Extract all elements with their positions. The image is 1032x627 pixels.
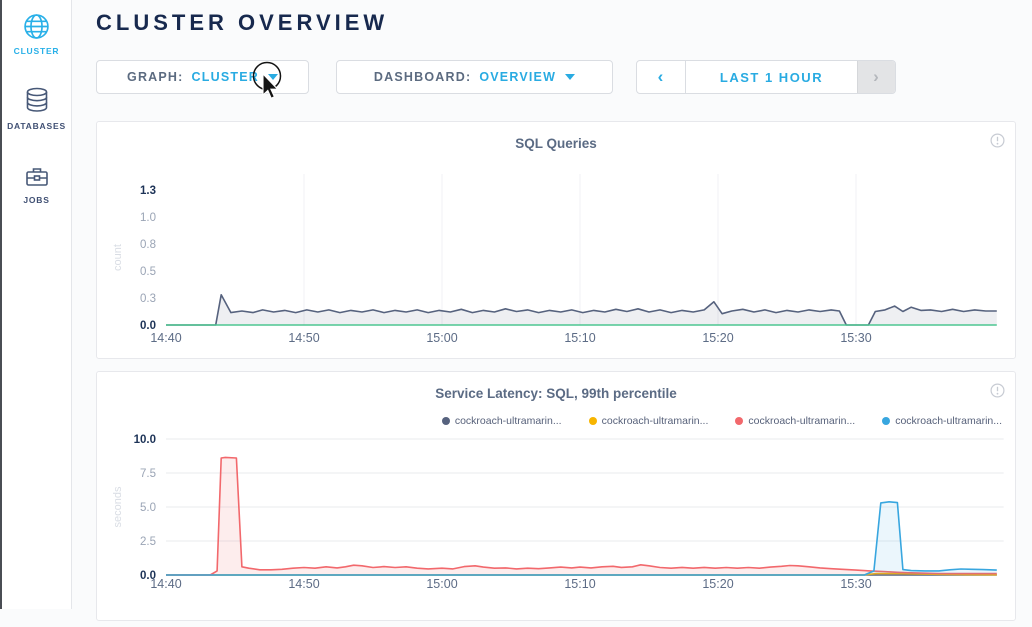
node-3-latency-area bbox=[166, 457, 997, 575]
sidebar-item-databases[interactable]: DATABASES bbox=[2, 86, 71, 131]
legend-dot bbox=[588, 417, 597, 425]
y-tick-label: 5.0 bbox=[140, 502, 156, 514]
y-tick-label: 0.5 bbox=[140, 266, 156, 278]
x-tick-label: 14:50 bbox=[288, 577, 319, 591]
y-axis-label: count bbox=[112, 244, 124, 271]
legend-item: cockroach-ultramarin... bbox=[588, 415, 709, 427]
y-tick-label: 0.0 bbox=[140, 570, 156, 582]
y-tick-label: 0.0 bbox=[140, 320, 156, 332]
legend-label: cockroach-ultramarin... bbox=[895, 415, 1002, 427]
page-title: CLUSTER OVERVIEW bbox=[96, 10, 389, 35]
dashboard-dropdown[interactable]: DASHBOARD: OVERVIEW bbox=[336, 60, 613, 94]
x-tick-label: 15:30 bbox=[840, 331, 871, 345]
panel-header: Service Latency: SQL, 99th percentile bbox=[97, 372, 1015, 403]
service-latency-chart: 0.0 2.5 5.0 7.5 10.0 seconds 14:40 14:50 15:00 15… bbox=[97, 372, 1015, 620]
sidebar-item-label: JOBS bbox=[23, 195, 50, 205]
briefcase-icon bbox=[25, 168, 48, 186]
legend-label: cockroach-ultramarin... bbox=[454, 415, 562, 427]
legend-item: cockroach-ultramarin... bbox=[441, 415, 562, 427]
y-tick-label: 1.3 bbox=[140, 185, 156, 197]
sidebar-item-jobs[interactable]: JOBS bbox=[2, 164, 71, 205]
legend-item: cockroach-ultramarin... bbox=[882, 415, 1002, 427]
info-icon[interactable] bbox=[990, 383, 1005, 398]
y-tick-label: 10.0 bbox=[134, 434, 156, 446]
y-tick-label: 0.8 bbox=[140, 239, 156, 251]
y-tick-label: 7.5 bbox=[140, 468, 156, 480]
time-range-selector: ‹ LAST 1 HOUR › bbox=[636, 60, 896, 94]
legend-label: cockroach-ultramarin... bbox=[748, 415, 856, 427]
x-tick-label: 15:30 bbox=[840, 577, 871, 591]
x-tick-label: 15:20 bbox=[702, 577, 733, 591]
chart-canvas: 0.0 2.5 5.0 7.5 10.0 seconds 14:40 14:50 15:00 15… bbox=[112, 434, 1004, 591]
chevron-down-icon bbox=[267, 74, 278, 80]
chart-title: SQL Queries bbox=[515, 136, 597, 151]
database-icon bbox=[26, 87, 47, 112]
chart-canvas: 0.0 0.3 0.5 0.8 1.0 1.3 count 14:40 14:50 15:00 15… bbox=[112, 174, 997, 345]
x-tick-label: 15:00 bbox=[426, 577, 457, 591]
graph-dropdown[interactable]: GRAPH: CLUSTER bbox=[96, 60, 309, 94]
dashboard-dropdown-label: DASHBOARD: bbox=[373, 70, 472, 84]
x-tick-label: 15:00 bbox=[426, 331, 457, 345]
y-tick-label: 0.3 bbox=[140, 293, 156, 305]
chart-legend: cockroach-ultramarin... cockroach-ultram… bbox=[441, 415, 1002, 427]
time-range-next-button-disabled[interactable]: › bbox=[857, 61, 895, 93]
y-tick-label: 1.0 bbox=[140, 212, 156, 224]
sidebar-item-cluster[interactable]: CLUSTER bbox=[2, 13, 71, 56]
node-4-latency-area bbox=[166, 501, 997, 575]
panel-header: SQL Queries bbox=[97, 122, 1015, 153]
time-range-label[interactable]: LAST 1 HOUR bbox=[719, 69, 824, 85]
legend-label: cockroach-ultramarin... bbox=[601, 415, 709, 427]
x-tick-label: 14:50 bbox=[288, 331, 319, 345]
globe-icon bbox=[24, 14, 49, 39]
window-edge bbox=[0, 0, 2, 609]
sidebar: CLUSTER DATABASES JOBS bbox=[0, 0, 72, 609]
graph-dropdown-value: CLUSTER bbox=[191, 70, 259, 84]
dashboard-dropdown-value: OVERVIEW bbox=[479, 70, 557, 84]
x-tick-label: 14:40 bbox=[150, 331, 181, 345]
legend-dot bbox=[441, 417, 450, 425]
x-tick-label: 15:10 bbox=[564, 577, 595, 591]
sql-queries-panel: 0.0 0.3 0.5 0.8 1.0 1.3 count 14:40 14:50 15:00 15… bbox=[96, 121, 1016, 359]
graph-dropdown-label: GRAPH: bbox=[127, 70, 184, 84]
sql-queries-line bbox=[166, 294, 997, 326]
time-range-prev-button[interactable]: ‹ bbox=[637, 61, 686, 93]
info-icon[interactable] bbox=[990, 133, 1005, 148]
y-axis-label: seconds bbox=[112, 486, 124, 527]
service-latency-panel: 0.0 2.5 5.0 7.5 10.0 seconds 14:40 14:50 15:00 15… bbox=[96, 371, 1016, 621]
sql-queries-area bbox=[166, 294, 997, 325]
sql-queries-chart: 0.0 0.3 0.5 0.8 1.0 1.3 count 14:40 14:50 15:00 15… bbox=[97, 122, 1015, 358]
sidebar-item-label: DATABASES bbox=[7, 121, 66, 131]
x-tick-label: 15:20 bbox=[702, 331, 733, 345]
x-tick-label: 14:40 bbox=[150, 577, 181, 591]
node-3-latency-line bbox=[166, 456, 997, 576]
chart-title: Service Latency: SQL, 99th percentile bbox=[435, 386, 677, 401]
legend-dot bbox=[735, 417, 744, 425]
legend-item: cockroach-ultramarin... bbox=[735, 415, 855, 427]
chevron-down-icon bbox=[565, 74, 576, 80]
x-tick-label: 15:10 bbox=[564, 331, 595, 345]
sidebar-item-label: CLUSTER bbox=[13, 46, 60, 56]
y-tick-label: 2.5 bbox=[140, 536, 156, 548]
node-4-latency-line bbox=[166, 501, 997, 576]
legend-dot bbox=[882, 417, 891, 425]
